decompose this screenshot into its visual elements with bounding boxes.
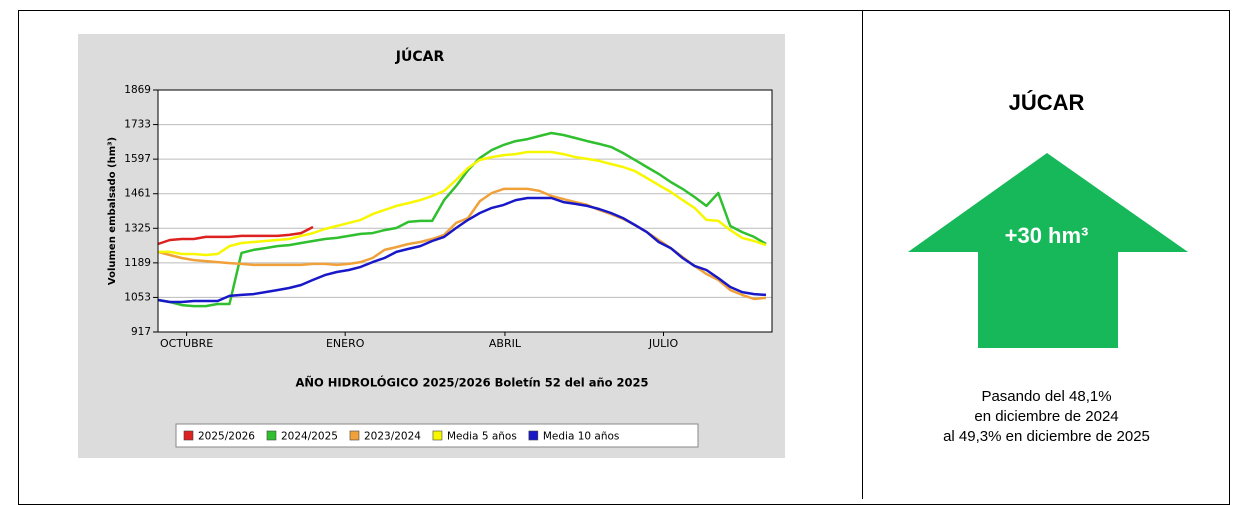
legend-swatch (266, 430, 277, 441)
y-tick-label: 1053 (124, 291, 151, 303)
divider (862, 10, 863, 499)
plot-border (157, 89, 773, 333)
chart: JÚCAR Volumen embalsado (hm³) AÑO HIDROL… (78, 34, 785, 458)
chart-title: JÚCAR (395, 47, 445, 65)
series-line (158, 150, 767, 257)
legend-label: 2025/2026 (198, 431, 255, 443)
legend-label: 2023/2024 (364, 431, 421, 443)
y-tick-label: 1869 (124, 84, 151, 96)
note-line: al 49,3% en diciembre de 2025 (943, 428, 1150, 445)
x-axis-title: AÑO HIDROLÓGICO 2025/2026 Boletín 52 del… (295, 375, 648, 390)
series-line (157, 225, 314, 246)
legend-label: Media 5 años (447, 431, 517, 443)
y-tick-label: 1597 (124, 153, 151, 165)
up-arrow (908, 153, 1188, 348)
y-tick-label: 1733 (124, 119, 151, 131)
x-tick-label: ABRIL (489, 337, 522, 350)
series-line (157, 196, 767, 304)
note: Pasando del 48,1% en diciembre de 2024 al … (863, 387, 1230, 447)
legend-label: 2024/2025 (281, 431, 338, 443)
legend-label: Media 10 años (543, 431, 620, 443)
note-line: Pasando del 48,1% (981, 388, 1112, 405)
x-tick-label: ENERO (326, 337, 365, 350)
plot-area (158, 90, 772, 332)
arrow-graphic (908, 153, 1188, 348)
note-line: en diciembre de 2024 (974, 408, 1119, 425)
legend-swatch (349, 430, 360, 441)
legend-swatch (183, 430, 194, 441)
x-tick-label: JULIO (648, 337, 679, 350)
y-tick-label: 917 (131, 326, 151, 338)
y-tick-label: 1189 (124, 257, 151, 269)
y-axis-title: Volumen embalsado (hm³) (107, 137, 118, 285)
change-label: +30 hm³ (1004, 223, 1089, 248)
legend-swatch (528, 430, 539, 441)
x-tick-label: OCTUBRE (160, 337, 213, 350)
y-tick-label: 1461 (124, 188, 151, 200)
y-tick-label: 1325 (124, 222, 151, 234)
series-line (157, 131, 767, 308)
summary-panel: JÚCAR +30 hm³ Pasando del 48,1% en diciem… (863, 10, 1230, 499)
legend-swatch (432, 430, 443, 441)
summary-title: JÚCAR (1008, 90, 1085, 115)
